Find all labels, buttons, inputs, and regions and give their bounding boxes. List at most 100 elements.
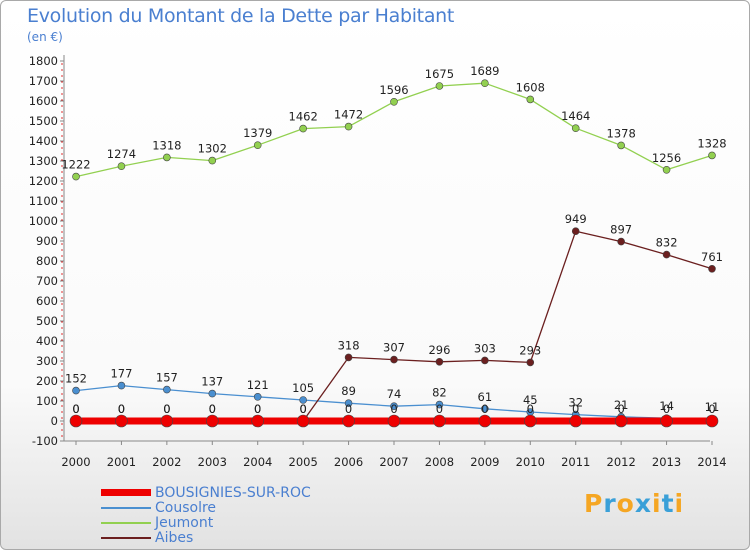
data-label: 897 (610, 223, 632, 237)
data-label: 296 (428, 343, 450, 357)
data-point (526, 95, 535, 104)
data-point (344, 353, 353, 362)
data-label: 1274 (107, 147, 136, 161)
data-label: 0 (118, 402, 125, 416)
legend-label: BOUSIGNIES-SUR-ROC (155, 484, 311, 501)
y-tick-label: 300 (36, 354, 58, 368)
data-label: 152 (65, 372, 87, 386)
y-tick-label: 1200 (29, 174, 58, 188)
legend-swatch (101, 521, 151, 524)
data-point (208, 389, 217, 398)
data-point (435, 82, 444, 90)
data-point (251, 414, 265, 428)
data-point (390, 402, 398, 411)
y-tick-label: -100 (32, 434, 58, 448)
data-label: 1596 (379, 83, 408, 97)
y-tick-label: 1600 (29, 94, 58, 108)
data-point (69, 414, 83, 428)
brand-letter: i (674, 489, 685, 518)
data-point (208, 156, 217, 165)
data-label: 0 (481, 402, 488, 416)
data-label: 949 (565, 212, 587, 226)
chart-subtitle: (en €) (27, 30, 63, 44)
data-point (117, 162, 126, 170)
data-point (296, 414, 310, 428)
data-label: 1318 (152, 138, 181, 152)
data-label: 0 (572, 402, 579, 416)
data-point (390, 355, 398, 364)
y-tick-label: 0 (51, 414, 58, 428)
data-point (481, 79, 489, 87)
y-tick-label: 1700 (29, 74, 58, 88)
data-label: 0 (254, 402, 261, 416)
data-label: 761 (701, 250, 723, 264)
x-tick-label: 2011 (561, 455, 590, 469)
data-point (481, 356, 489, 365)
data-label: 1222 (61, 158, 90, 172)
data-label: 61 (478, 390, 493, 404)
x-tick-label: 2002 (152, 455, 181, 469)
data-point (299, 124, 307, 133)
data-point (117, 381, 126, 390)
brand-letter: P (584, 489, 604, 518)
data-label: 0 (708, 402, 715, 416)
data-point (571, 227, 580, 235)
data-point (617, 141, 625, 150)
data-point (705, 414, 719, 428)
data-label: 1302 (198, 142, 227, 156)
data-label: 105 (292, 381, 314, 395)
legend-item: Aibes (101, 530, 311, 546)
legend-swatch (101, 536, 151, 539)
chart-title: Evolution du Montant de la Dette par Hab… (27, 5, 455, 27)
data-label: 89 (341, 384, 356, 398)
data-point (526, 358, 535, 367)
data-point (523, 414, 537, 428)
data-point (433, 414, 446, 428)
data-point (163, 385, 171, 394)
x-tick-label: 2005 (289, 455, 318, 469)
data-label: 121 (247, 378, 269, 392)
data-label: 318 (338, 338, 360, 352)
data-label: 1462 (289, 110, 318, 124)
y-tick-label: 400 (36, 334, 58, 348)
data-label: 0 (209, 402, 216, 416)
y-tick-label: 900 (36, 234, 58, 248)
data-label: 0 (209, 402, 216, 416)
proxiti-logo: Proxiti (584, 489, 684, 518)
data-label: 32 (568, 396, 583, 410)
data-label: 0 (617, 402, 624, 416)
data-point (163, 153, 171, 162)
data-point (660, 414, 673, 428)
data-label: 1464 (561, 109, 590, 123)
y-tick-label: 1300 (29, 154, 58, 168)
data-point (617, 237, 625, 246)
legend-item: Jeumont (101, 514, 311, 531)
data-point (571, 124, 580, 132)
data-label: 0 (299, 402, 306, 416)
legend-label: Jeumont (155, 514, 214, 531)
data-label: 0 (72, 402, 79, 416)
legend-item: Cousolre (101, 499, 311, 516)
legend-swatch (101, 489, 151, 496)
data-label: 74 (387, 387, 402, 401)
legend-item: BOUSIGNIES-SUR-ROC (101, 484, 311, 501)
data-point (342, 414, 355, 428)
x-tick-label: 2006 (334, 455, 363, 469)
x-tick-label: 2003 (198, 455, 227, 469)
data-point (708, 151, 716, 160)
y-tick-label: 1100 (29, 194, 58, 208)
data-point (115, 414, 128, 428)
data-label: 0 (72, 402, 79, 416)
y-tick-label: 1800 (29, 54, 58, 68)
y-tick-label: 700 (36, 274, 58, 288)
data-point (72, 172, 80, 181)
legend-label: Cousolre (155, 499, 217, 516)
x-tick-label: 2000 (61, 455, 90, 469)
data-point (253, 141, 262, 149)
data-label: 307 (383, 341, 405, 355)
data-label: 45 (523, 393, 538, 407)
brand-letter: r (603, 489, 617, 518)
x-tick-label: 2010 (516, 455, 545, 469)
y-tick-label: 1000 (29, 214, 58, 228)
